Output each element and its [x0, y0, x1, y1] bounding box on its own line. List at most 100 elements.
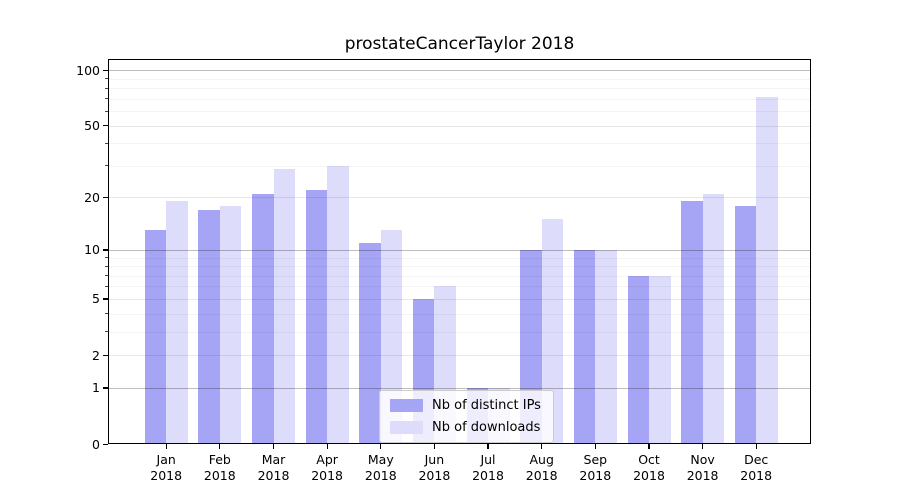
- y-tick-mark: [103, 443, 108, 445]
- y-tick-label: 5: [92, 291, 100, 307]
- y-minor-tick-mark: [105, 275, 108, 277]
- y-minor-tick-mark: [105, 98, 108, 100]
- bar-ips-sep: [573, 249, 596, 444]
- gridline-major: [108, 197, 811, 199]
- y-tick-mark: [103, 354, 108, 356]
- bar-ips-jan: [144, 230, 167, 444]
- plot-area: Nb of distinct IPs Nb of downloads: [108, 59, 811, 444]
- x-tick-label: Aug 2018: [525, 452, 558, 483]
- y-tick-mark: [103, 196, 108, 199]
- x-tick-mark: [326, 444, 328, 449]
- bar-downloads-jan: [166, 201, 188, 444]
- grid-layer: [108, 59, 811, 444]
- bar-downloads-oct: [649, 275, 671, 444]
- legend-entry-distinct-ips: Nb of distinct IPs: [390, 398, 541, 413]
- chart-title: prostateCancerTaylor 2018: [344, 34, 575, 54]
- bar-downloads-sep: [595, 249, 617, 444]
- y-minor-tick-mark: [105, 331, 108, 333]
- legend-swatch-distinct-ips: [390, 399, 423, 412]
- y-tick-label: 0: [92, 436, 100, 452]
- x-tick-label: Nov 2018: [686, 452, 719, 483]
- gridline-minor: [108, 143, 811, 145]
- x-tick-mark: [433, 444, 436, 449]
- x-tick-mark: [755, 444, 757, 449]
- y-tick-label: 1: [92, 380, 100, 396]
- x-tick-mark: [594, 444, 596, 449]
- gridline-minor: [108, 78, 811, 80]
- gridline-major: [108, 70, 811, 72]
- y-minor-tick-mark: [105, 285, 108, 287]
- bar-downloads-apr: [327, 165, 349, 444]
- gridline-major: [108, 298, 811, 300]
- x-tick-mark: [541, 444, 543, 449]
- bars-layer: [108, 59, 811, 444]
- x-tick-mark: [380, 444, 382, 449]
- y-tick-mark: [103, 387, 108, 389]
- y-minor-tick-mark: [105, 265, 108, 267]
- x-tick-mark: [487, 444, 489, 449]
- bar-ips-mar: [252, 193, 274, 444]
- legend-entry-downloads: Nb of downloads: [390, 420, 541, 435]
- gridline-minor: [108, 313, 811, 315]
- legend-label-downloads: Nb of downloads: [432, 420, 541, 435]
- x-tick-label: Jun 2018: [418, 452, 451, 483]
- x-tick-mark: [165, 444, 167, 449]
- bar-downloads-dec: [756, 96, 778, 444]
- y-minor-tick-mark: [105, 142, 108, 144]
- x-tick-mark: [702, 444, 704, 449]
- bar-downloads-mar: [273, 168, 295, 444]
- y-tick-label: 10: [84, 242, 100, 258]
- gridline-minor: [108, 331, 811, 333]
- gridline-minor: [108, 111, 811, 113]
- y-tick-mark: [103, 298, 108, 300]
- bar-downloads-feb: [219, 205, 242, 444]
- x-tick-mark: [219, 444, 221, 449]
- bar-downloads-nov: [702, 193, 725, 444]
- x-tick-label: Feb 2018: [203, 452, 236, 483]
- x-tick-label: Apr 2018: [311, 452, 343, 483]
- x-tick-label: Dec 2018: [740, 452, 773, 483]
- x-tick-label: May 2018: [364, 452, 397, 483]
- x-tick-label: Oct 2018: [633, 452, 665, 483]
- x-tick-mark: [272, 444, 275, 449]
- y-minor-tick-mark: [105, 257, 108, 258]
- y-minor-tick-mark: [105, 87, 108, 89]
- y-tick-mark: [103, 69, 108, 71]
- y-minor-tick-mark: [105, 78, 108, 80]
- x-tick-label: Sep 2018: [579, 452, 612, 483]
- gridline-minor: [108, 286, 811, 288]
- bar-ips-apr: [305, 190, 328, 444]
- bar-ips-dec: [734, 205, 757, 444]
- gridline-major: [108, 249, 811, 251]
- gridline-minor: [108, 275, 811, 277]
- gridline-minor: [108, 165, 811, 167]
- gridline-minor: [108, 257, 811, 259]
- y-tick-label: 50: [84, 118, 100, 134]
- bar-ips-oct: [627, 275, 649, 444]
- gridline-minor: [108, 266, 811, 267]
- legend-label-distinct-ips: Nb of distinct IPs: [432, 398, 541, 413]
- legend-swatch-downloads: [390, 421, 423, 434]
- y-minor-tick-mark: [105, 110, 108, 112]
- x-tick-label: Jan 2018: [150, 452, 183, 483]
- gridline-minor: [108, 88, 811, 90]
- bar-ips-nov: [681, 201, 703, 444]
- x-tick-label: Mar 2018: [257, 452, 290, 483]
- y-minor-tick-mark: [105, 165, 108, 167]
- bar-downloads-aug: [541, 219, 564, 444]
- bar-ips-may: [359, 242, 381, 444]
- x-tick-label: Jul 2018: [472, 452, 504, 483]
- y-tick-label: 2: [92, 347, 100, 363]
- x-tick-mark: [648, 444, 650, 449]
- y-tick-label: 20: [84, 189, 100, 205]
- gridline-major: [108, 355, 811, 356]
- gridline-major: [108, 387, 811, 389]
- y-tick-mark: [103, 125, 108, 127]
- legend: Nb of distinct IPs Nb of downloads: [379, 390, 554, 443]
- gridline-minor: [108, 98, 811, 100]
- y-tick-mark: [103, 249, 108, 251]
- y-tick-label: 100: [76, 62, 100, 78]
- y-minor-tick-mark: [105, 313, 108, 315]
- bar-ips-feb: [198, 209, 220, 444]
